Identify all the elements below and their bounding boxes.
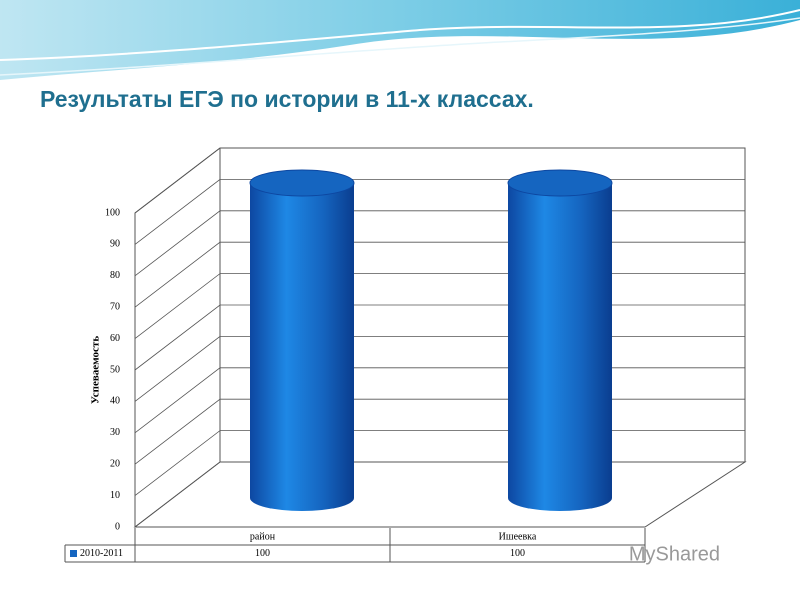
y-tick-label: 80 xyxy=(110,270,120,281)
grid-line xyxy=(134,273,745,339)
grid-line xyxy=(134,210,745,277)
grid-line xyxy=(134,398,745,465)
y-tick-label: 100 xyxy=(105,207,120,218)
y-tick-label: 30 xyxy=(110,427,120,438)
chart-title: Результаты ЕГЭ по истории в 11-х классах… xyxy=(40,86,534,112)
grid-line xyxy=(134,304,745,371)
grid-line xyxy=(134,367,745,434)
y-tick-label: 50 xyxy=(110,364,120,375)
y-tick-label: 10 xyxy=(110,490,120,501)
grid-line xyxy=(134,147,745,214)
x-tick-label: Ишеевка xyxy=(499,531,537,542)
legend-label: 2010-2011 xyxy=(80,548,123,559)
watermark: MyShared xyxy=(629,543,720,565)
bar xyxy=(250,183,354,511)
y-tick-label: 70 xyxy=(110,301,120,312)
grid-line xyxy=(134,336,745,402)
y-axis-label: Успеваемость xyxy=(90,336,102,404)
header-decoration xyxy=(0,0,800,80)
grid-line xyxy=(134,241,745,308)
y-tick-label: 90 xyxy=(110,239,120,250)
data-label: 100 xyxy=(255,548,270,559)
data-table-grid xyxy=(64,528,646,563)
bar-top xyxy=(249,169,355,197)
grid-line xyxy=(134,179,745,245)
plot-walls xyxy=(133,147,747,528)
x-tick-label: район xyxy=(250,531,276,542)
bar-top xyxy=(507,169,613,197)
bar xyxy=(508,183,612,511)
grid-line xyxy=(134,430,745,496)
y-tick-label: 40 xyxy=(110,396,120,407)
y-tick-label: 60 xyxy=(110,333,120,344)
legend-swatch xyxy=(70,550,77,557)
y-tick-label: 0 xyxy=(115,521,120,532)
grid-line xyxy=(134,461,745,528)
y-tick-label: 20 xyxy=(110,458,120,469)
data-label: 100 xyxy=(510,548,525,559)
